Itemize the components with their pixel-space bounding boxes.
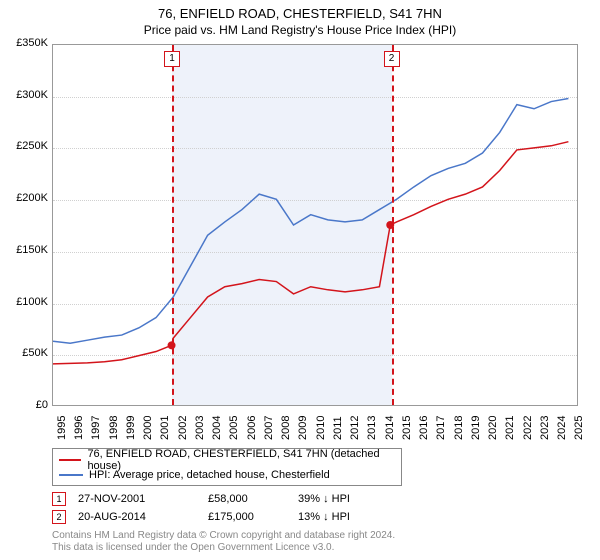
x-tick-label: 1999 <box>125 416 137 440</box>
x-tick-label: 2011 <box>332 416 344 440</box>
x-tick-label: 2025 <box>573 416 585 440</box>
sale-marker: 2 <box>52 510 66 524</box>
x-tick-label: 1996 <box>73 416 85 440</box>
chart-container: 76, ENFIELD ROAD, CHESTERFIELD, S41 7HN … <box>0 0 600 560</box>
legend-swatch <box>59 474 83 476</box>
sale-delta: 39% ↓ HPI <box>298 493 350 505</box>
x-tick-label: 2016 <box>418 416 430 440</box>
x-tick-label: 1998 <box>108 416 120 440</box>
x-tick-label: 2021 <box>504 416 516 440</box>
x-tick-label: 2006 <box>246 416 258 440</box>
sale-price: £58,000 <box>208 493 298 505</box>
x-tick-label: 2019 <box>470 416 482 440</box>
plot-area: 12 <box>52 44 578 406</box>
x-tick-label: 2009 <box>297 416 309 440</box>
x-tick-label: 2002 <box>177 416 189 440</box>
legend-label: HPI: Average price, detached house, Ches… <box>89 469 330 481</box>
chart-title: 76, ENFIELD ROAD, CHESTERFIELD, S41 7HN <box>0 0 600 21</box>
series-property <box>53 142 568 364</box>
x-tick-label: 2005 <box>228 416 240 440</box>
y-tick-label: £0 <box>4 399 48 411</box>
x-tick-label: 2018 <box>453 416 465 440</box>
y-tick-label: £100K <box>4 296 48 308</box>
x-tick-label: 2024 <box>556 416 568 440</box>
event-label-box: 1 <box>164 51 180 67</box>
y-tick-label: £250K <box>4 140 48 152</box>
x-tick-label: 2007 <box>263 416 275 440</box>
sale-date: 27-NOV-2001 <box>78 493 208 505</box>
legend: 76, ENFIELD ROAD, CHESTERFIELD, S41 7HN … <box>52 448 402 486</box>
y-tick-label: £300K <box>4 89 48 101</box>
x-tick-label: 2020 <box>487 416 499 440</box>
series-hpi <box>53 98 568 343</box>
line-series <box>53 45 577 405</box>
x-tick-label: 2010 <box>315 416 327 440</box>
x-tick-label: 1995 <box>56 416 68 440</box>
sale-date: 20-AUG-2014 <box>78 511 208 523</box>
x-tick-label: 2017 <box>435 416 447 440</box>
sale-row: 1 27-NOV-2001£58,00039% ↓ HPI <box>52 490 350 508</box>
chart-subtitle: Price paid vs. HM Land Registry's House … <box>0 21 600 41</box>
footer-line2: This data is licensed under the Open Gov… <box>52 542 395 554</box>
sale-delta: 13% ↓ HPI <box>298 511 350 523</box>
x-tick-label: 2022 <box>522 416 534 440</box>
x-tick-label: 2014 <box>384 416 396 440</box>
x-tick-label: 2008 <box>280 416 292 440</box>
sale-row: 2 20-AUG-2014£175,00013% ↓ HPI <box>52 508 350 526</box>
sales-table: 1 27-NOV-2001£58,00039% ↓ HPI 2 20-AUG-2014… <box>52 490 350 526</box>
footer: Contains HM Land Registry data © Crown c… <box>52 530 395 554</box>
x-tick-label: 2015 <box>401 416 413 440</box>
y-tick-label: £50K <box>4 347 48 359</box>
x-tick-label: 2001 <box>159 416 171 440</box>
x-tick-label: 2000 <box>142 416 154 440</box>
sale-price: £175,000 <box>208 511 298 523</box>
event-label-box: 2 <box>384 51 400 67</box>
x-tick-label: 2004 <box>211 416 223 440</box>
x-tick-label: 2003 <box>194 416 206 440</box>
x-tick-label: 2023 <box>539 416 551 440</box>
legend-row: 76, ENFIELD ROAD, CHESTERFIELD, S41 7HN … <box>59 452 395 467</box>
y-tick-label: £350K <box>4 37 48 49</box>
y-tick-label: £150K <box>4 244 48 256</box>
y-tick-label: £200K <box>4 192 48 204</box>
footer-line1: Contains HM Land Registry data © Crown c… <box>52 530 395 542</box>
x-tick-label: 2013 <box>366 416 378 440</box>
legend-swatch <box>59 459 81 461</box>
sale-marker: 1 <box>52 492 66 506</box>
x-tick-label: 1997 <box>90 416 102 440</box>
x-tick-label: 2012 <box>349 416 361 440</box>
